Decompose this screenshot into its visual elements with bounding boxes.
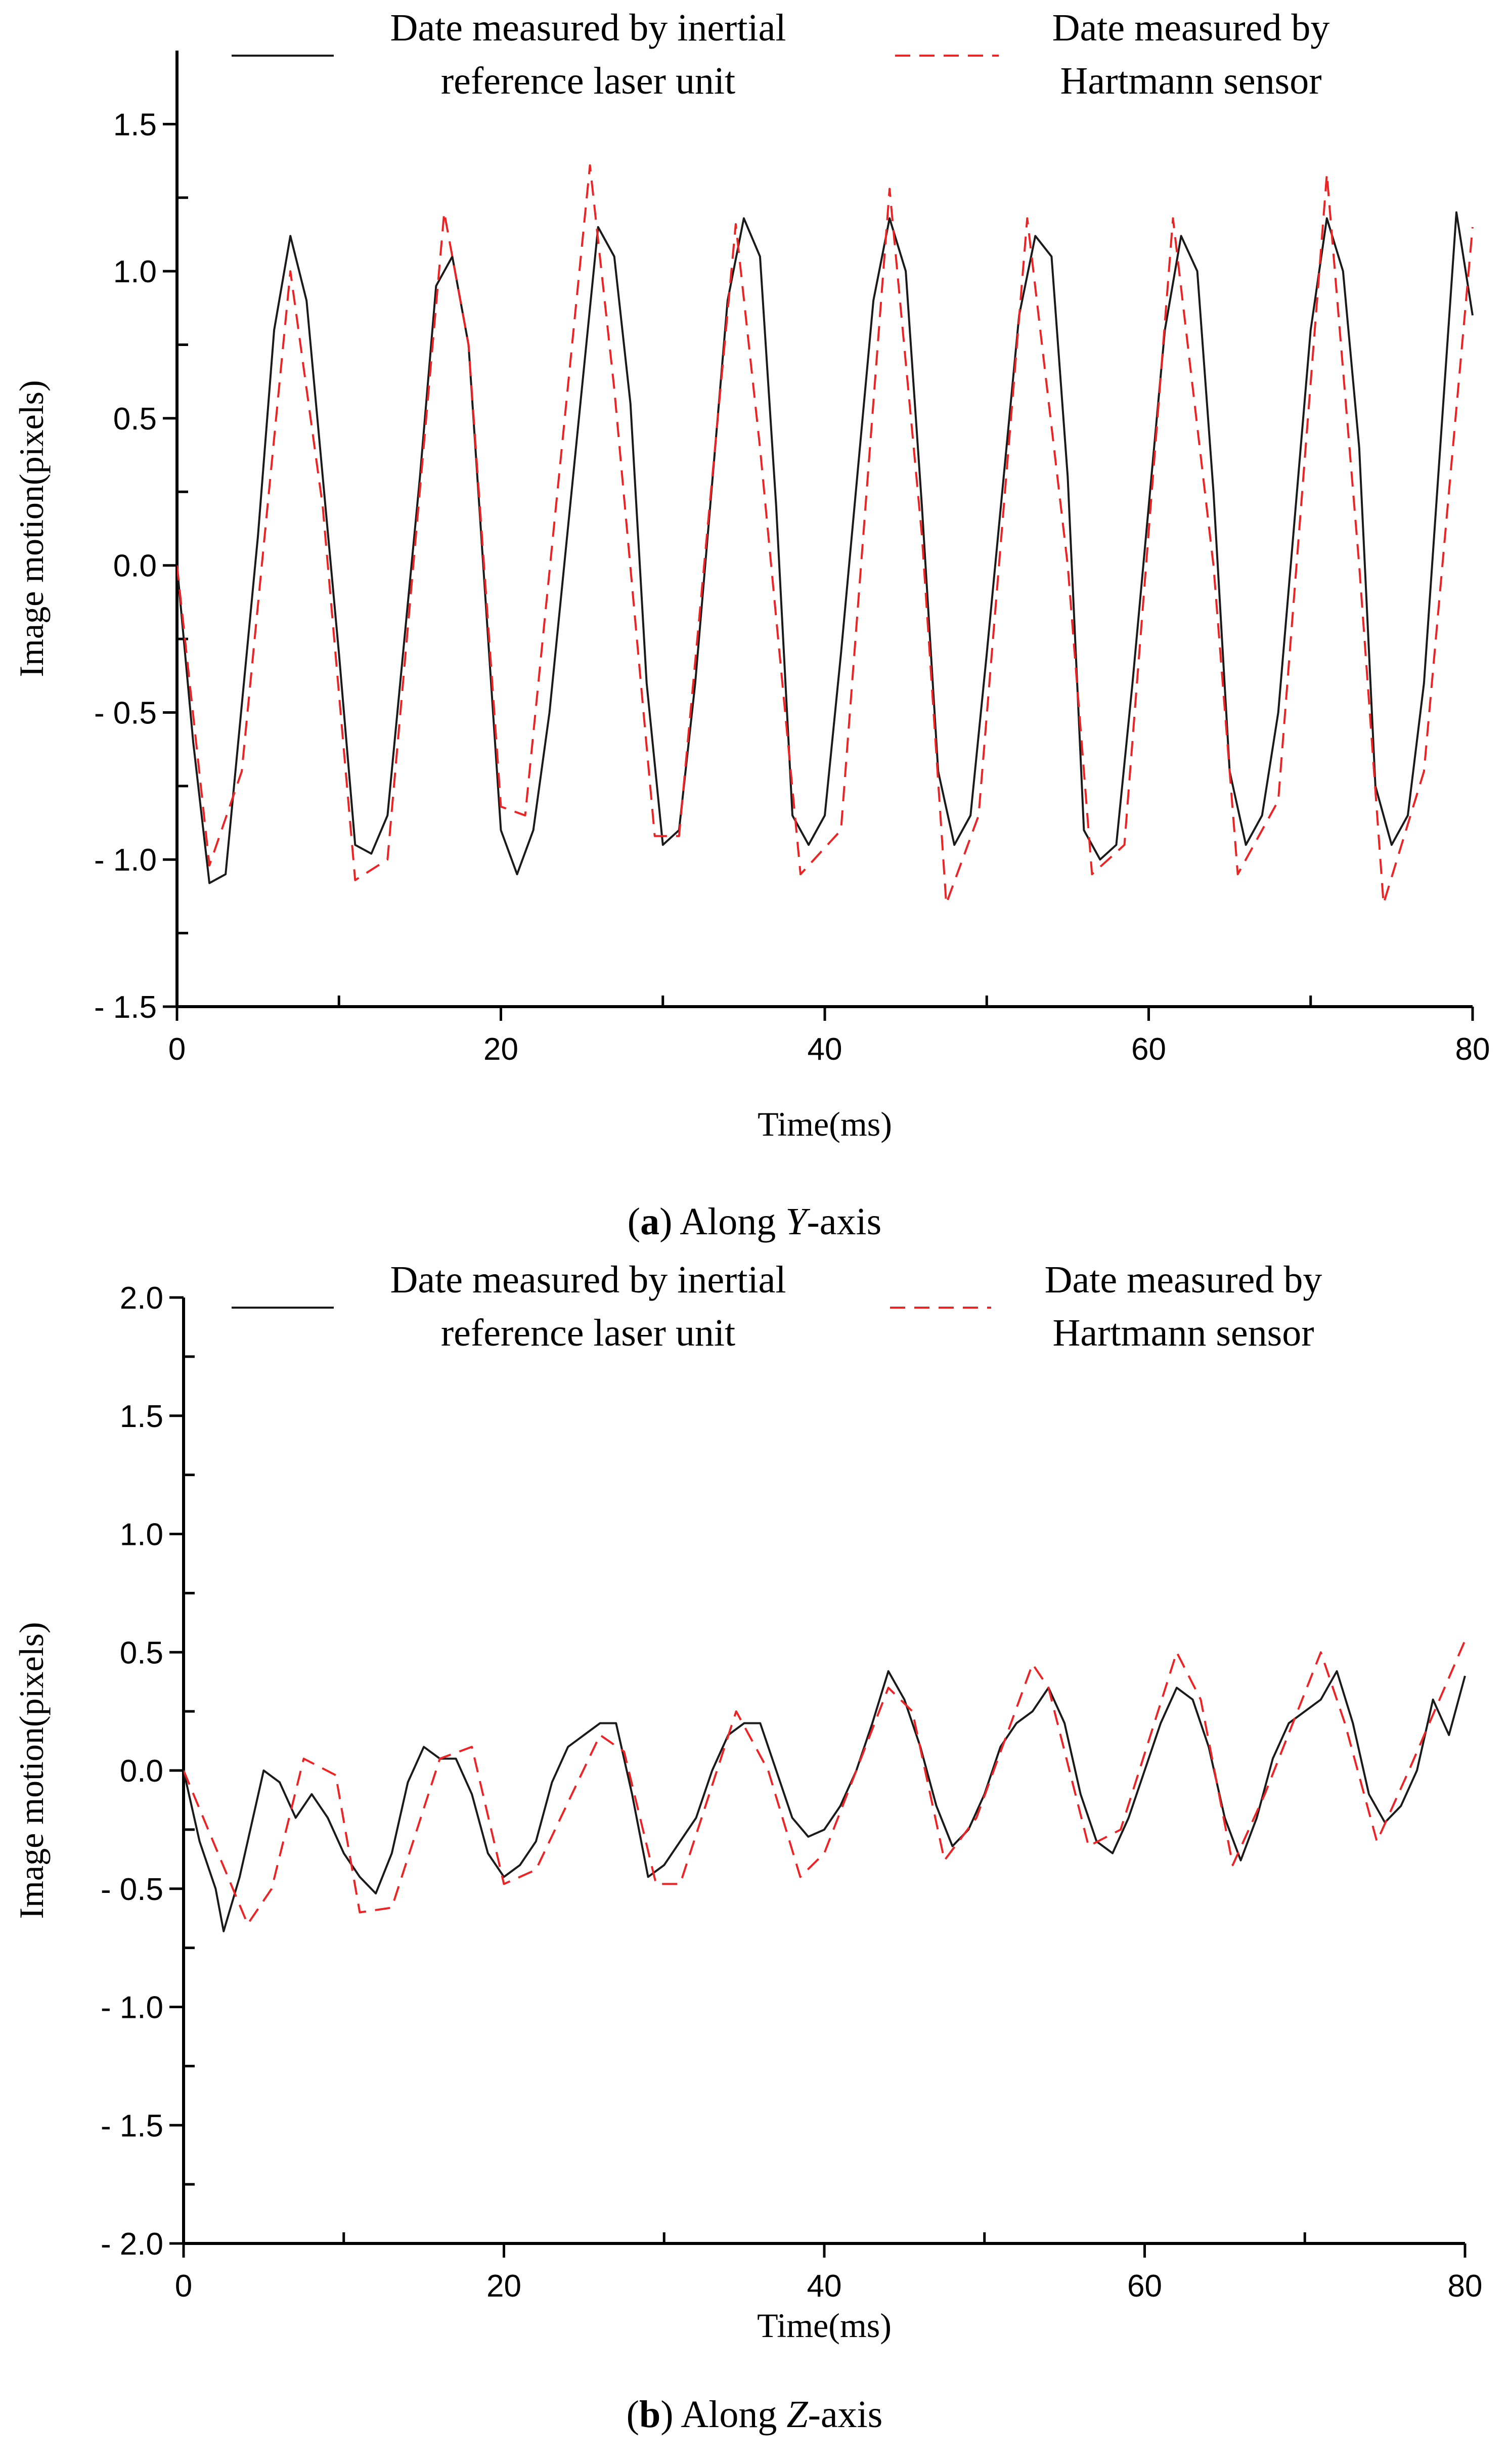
y-tick-label: - 1.0 [101, 1991, 163, 2025]
y-tick-label: 1.0 [113, 254, 157, 289]
x-tick-label: 60 [1131, 1032, 1166, 1067]
legend-label: Date measured by inertial [390, 1259, 786, 1301]
x-tick-label: 20 [483, 1032, 518, 1067]
y-tick-label: 1.0 [120, 1518, 163, 1552]
series-line-hartmann [177, 164, 1474, 905]
x-tick-label: 0 [168, 1032, 186, 1067]
legend: Date measured by inertial reference laser… [232, 7, 1329, 102]
y-tick-label: - 0.5 [94, 696, 157, 730]
x-tick-label: 0 [175, 2269, 192, 2304]
y-tick-label: - 2.0 [101, 2227, 163, 2262]
series-line-inertial [184, 1670, 1466, 1932]
y-tick-label: 0.5 [113, 402, 157, 437]
y-axis-title: Image motion(pixels) [12, 380, 51, 677]
y-tick-label: 0.5 [120, 1635, 163, 1670]
panel-caption: (b) Along Z-axis [627, 2393, 883, 2436]
y-tick-label: 1.5 [113, 107, 157, 142]
legend: Date measured by inertial reference laser… [232, 1259, 1322, 1354]
y-tick-label: 0.0 [113, 549, 157, 584]
y-tick-label: - 0.5 [101, 1872, 163, 1907]
y-tick-label: - 1.0 [94, 843, 157, 878]
y-tick-label: 2.0 [120, 1281, 163, 1316]
legend-label: Date measured by [1052, 7, 1330, 49]
x-tick-label: 60 [1127, 2269, 1162, 2304]
panel-caption: (a) Along Y-axis [628, 1200, 881, 1243]
series-line-inertial [177, 211, 1474, 884]
x-tick-label: 80 [1448, 2269, 1483, 2304]
series-line-hartmann [184, 1640, 1466, 1925]
y-tick-label: - 1.5 [101, 2108, 163, 2143]
y-axis-title: Image motion(pixels) [12, 1622, 51, 1919]
x-tick-label: 80 [1455, 1032, 1490, 1067]
legend-entry-hartmann: Date measured by Hartmann sensor [895, 7, 1329, 102]
y-tick-label: 1.5 [120, 1399, 163, 1434]
y-tick-label: - 1.5 [94, 990, 157, 1025]
x-tick-label: 40 [808, 1032, 842, 1067]
legend-label: Hartmann sensor [1060, 60, 1321, 102]
x-tick-label: 40 [807, 2269, 842, 2304]
x-axis-title: Time(ms) [758, 1105, 892, 1143]
x-tick-label: 20 [486, 2269, 521, 2304]
legend-label: Date measured by [1045, 1259, 1322, 1301]
chart-panel-z-axis: 0 20 40 60 80 - 2.0 - 1.5 - 1.0 - 0.5 0.0 0.5 1.0 1.… [12, 1259, 1482, 2436]
chart-panel-y-axis: 0 20 40 60 80 - 1.5 - 1.0 - 0.5 0.0 0.5 1.0 1.5 Time… [12, 7, 1490, 1243]
legend-label: reference laser unit [441, 60, 735, 102]
legend-label: Hartmann sensor [1052, 1312, 1314, 1354]
legend-label: Date measured by inertial [390, 7, 786, 49]
x-axis-title: Time(ms) [757, 2306, 892, 2345]
legend-entry-inertial: Date measured by inertial reference laser… [232, 1259, 786, 1354]
legend-entry-inertial: Date measured by inertial reference laser… [232, 7, 786, 102]
legend-entry-hartmann: Date measured by Hartmann sensor [890, 1259, 1322, 1354]
y-tick-label: 0.0 [120, 1754, 163, 1789]
legend-label: reference laser unit [441, 1312, 735, 1354]
